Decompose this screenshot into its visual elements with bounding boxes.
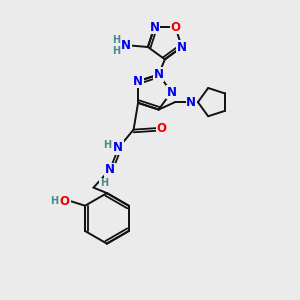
Text: H: H (112, 35, 120, 45)
Text: N: N (167, 85, 176, 98)
Text: H: H (112, 46, 120, 56)
Text: N: N (177, 40, 187, 53)
Text: N: N (121, 39, 131, 52)
Text: O: O (60, 195, 70, 208)
Text: N: N (186, 96, 197, 109)
Text: N: N (105, 163, 115, 176)
Text: H: H (103, 140, 112, 150)
Text: H: H (100, 178, 108, 188)
Text: O: O (156, 122, 166, 135)
Text: N: N (133, 75, 143, 88)
Text: N: N (149, 21, 159, 34)
Text: H: H (50, 196, 59, 206)
Text: N: N (154, 68, 164, 81)
Text: O: O (170, 21, 180, 34)
Text: N: N (113, 141, 123, 154)
